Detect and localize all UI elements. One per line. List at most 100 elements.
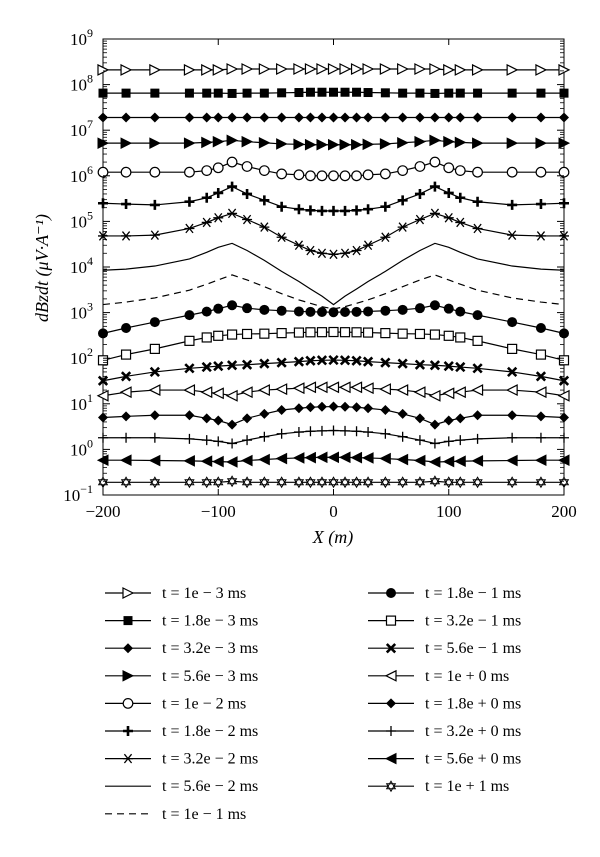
data-point <box>184 433 195 444</box>
data-point <box>380 476 391 489</box>
data-point <box>429 329 441 340</box>
data-point <box>304 138 317 151</box>
data-point <box>149 410 160 421</box>
data-point <box>227 112 238 123</box>
data-point <box>328 326 339 338</box>
data-point <box>340 425 351 436</box>
data-point <box>121 112 132 123</box>
data-point <box>535 112 546 123</box>
data-point <box>121 411 132 422</box>
data-point <box>292 452 305 464</box>
data-point <box>472 433 483 444</box>
data-point <box>305 205 316 216</box>
data-point <box>315 381 328 394</box>
data-point <box>276 168 288 180</box>
legend-label: t = 5.6e − 1 ms <box>425 640 521 657</box>
series-14 <box>98 425 569 449</box>
legend-item: t = 5.6e − 1 ms <box>368 640 521 657</box>
data-point <box>351 245 362 256</box>
data-point <box>293 327 305 338</box>
data-point <box>429 112 440 123</box>
data-point <box>149 137 161 149</box>
data-point <box>97 166 109 178</box>
data-point <box>455 217 466 228</box>
legend: t = 1e − 3 ms t = 1.8e − 3 ms t = 3.2e − 3… <box>105 585 521 823</box>
data-point <box>184 310 195 321</box>
y-tick-label: 100 <box>70 436 93 459</box>
legend-label: t = 1.8e + 0 ms <box>425 695 521 712</box>
data-point <box>351 138 363 151</box>
data-point <box>305 426 316 437</box>
data-point <box>119 454 132 466</box>
data-point <box>534 386 547 399</box>
data-point <box>535 231 546 241</box>
data-point <box>148 384 161 397</box>
data-point <box>443 303 454 314</box>
legend-item: t = 3.2e − 1 ms <box>368 613 521 630</box>
legend-label: t = 1.8e − 2 ms <box>162 723 258 740</box>
data-point <box>227 438 238 449</box>
data-point <box>213 212 224 223</box>
data-point <box>351 426 362 437</box>
series-line <box>102 359 565 382</box>
data-point <box>559 432 569 443</box>
data-point <box>225 456 238 468</box>
data-point <box>507 366 518 378</box>
data-point <box>184 363 195 374</box>
legend-label: t = 1e − 1 ms <box>162 806 246 823</box>
data-point <box>276 112 287 123</box>
data-point <box>120 349 132 360</box>
data-point <box>277 88 287 98</box>
data-point <box>316 63 329 75</box>
data-point <box>379 63 392 75</box>
legend-item: t = 1e − 1 ms <box>105 806 246 823</box>
data-point <box>454 165 466 177</box>
data-point <box>507 343 518 354</box>
data-point <box>328 401 339 412</box>
data-point <box>225 389 238 402</box>
data-point <box>305 476 316 489</box>
data-point <box>227 208 238 219</box>
data-point <box>201 112 212 123</box>
data-point <box>455 192 466 203</box>
data-point <box>184 410 195 421</box>
series-3 <box>97 134 571 151</box>
data-point <box>242 214 253 225</box>
data-point <box>202 88 212 98</box>
data-point <box>96 389 109 402</box>
data-point <box>454 63 467 76</box>
data-point <box>455 306 466 317</box>
data-point <box>213 436 224 447</box>
data-point <box>414 112 425 123</box>
data-point <box>443 212 454 223</box>
data-point <box>472 363 483 374</box>
data-point <box>315 451 328 464</box>
data-point <box>380 305 391 316</box>
data-point <box>413 386 426 399</box>
data-point <box>472 476 483 489</box>
legend-item: t = 1.8e − 1 ms <box>368 585 521 602</box>
data-point <box>362 138 375 151</box>
data-point <box>259 222 270 232</box>
data-point <box>304 451 316 464</box>
data-point <box>327 63 340 75</box>
data-point <box>351 476 362 489</box>
data-point <box>506 137 519 149</box>
data-point <box>505 384 518 397</box>
x-tick-label: 0 <box>329 502 338 521</box>
data-point <box>258 136 271 149</box>
data-point <box>275 452 288 465</box>
data-point <box>397 304 408 315</box>
data-point <box>305 245 316 256</box>
data-point <box>398 88 408 98</box>
data-point <box>338 451 351 464</box>
data-point <box>258 384 270 397</box>
data-point <box>149 476 161 489</box>
data-point <box>122 669 135 682</box>
data-point <box>259 88 269 98</box>
legend-label: t = 3.2e − 1 ms <box>425 613 521 630</box>
data-point <box>350 451 363 464</box>
data-point <box>506 166 518 178</box>
y-tick-label: 10−1 <box>63 482 93 505</box>
data-point <box>276 232 287 243</box>
